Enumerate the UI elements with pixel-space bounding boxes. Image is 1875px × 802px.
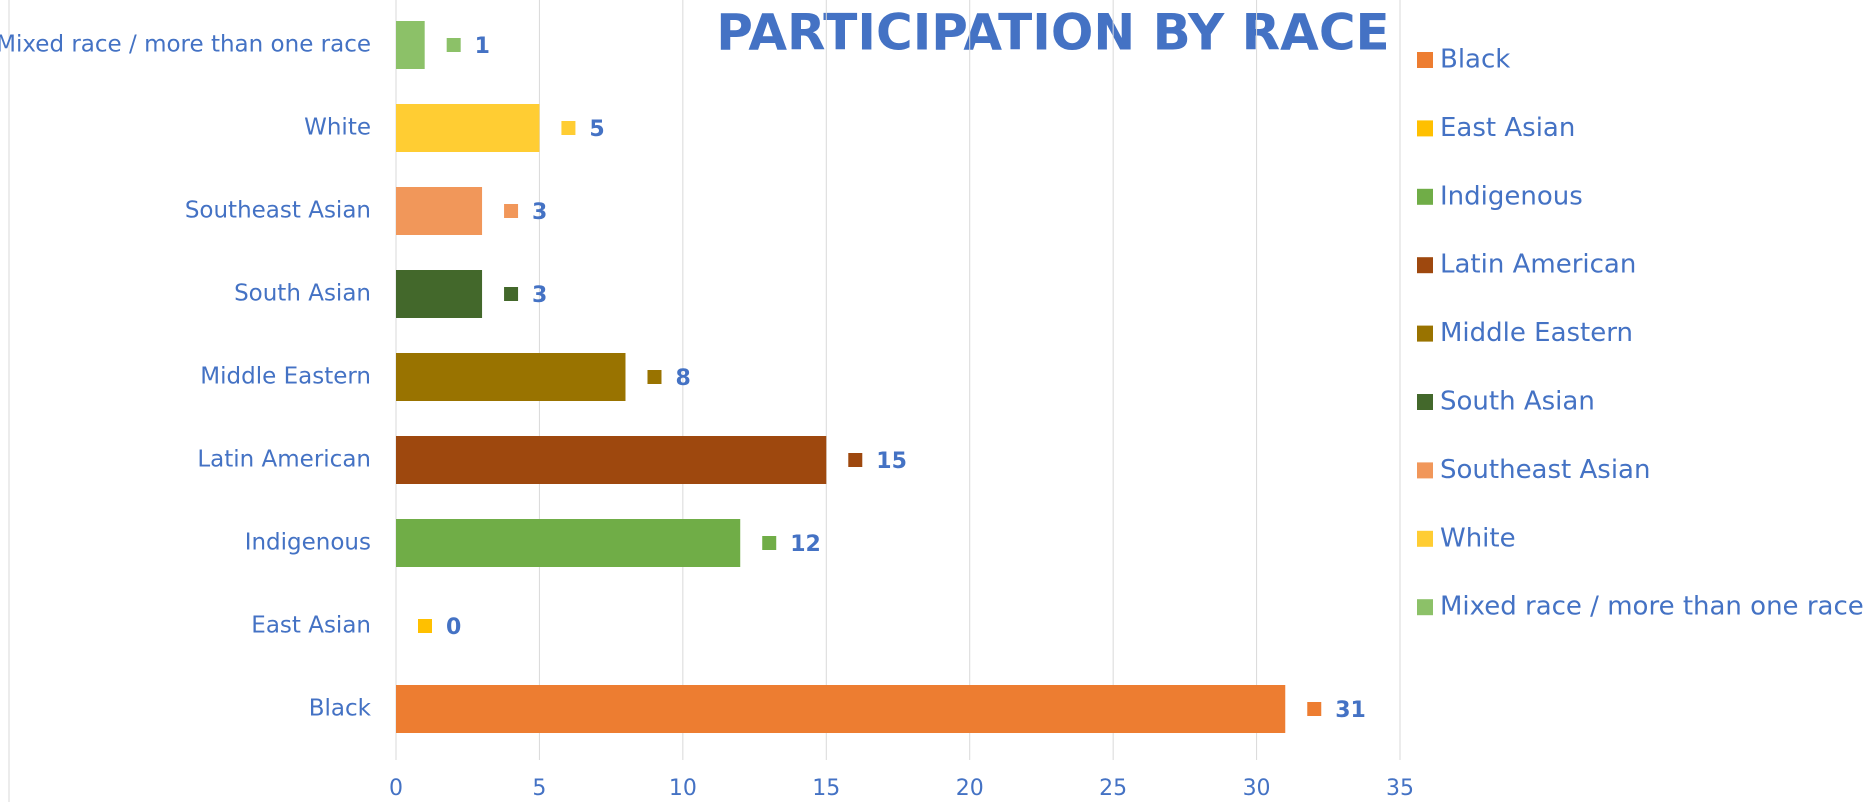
data-label: 3 bbox=[532, 283, 547, 308]
y-tick-label: White bbox=[304, 115, 371, 141]
data-label: 1 bbox=[475, 34, 490, 59]
x-tick-label: 15 bbox=[812, 776, 840, 801]
data-label-key bbox=[848, 453, 863, 467]
bar bbox=[396, 685, 1286, 733]
data-label-key bbox=[504, 287, 519, 301]
y-tick-label: Latin American bbox=[197, 447, 371, 473]
legend-swatch bbox=[1417, 599, 1433, 616]
data-label-key bbox=[561, 121, 576, 135]
bar bbox=[396, 353, 626, 401]
data-label: 3 bbox=[532, 200, 547, 225]
y-tick-label: Southeast Asian bbox=[185, 198, 371, 224]
bar bbox=[396, 270, 483, 318]
legend-swatch bbox=[1417, 325, 1433, 342]
legend-label: White bbox=[1440, 523, 1516, 553]
y-tick-label: East Asian bbox=[251, 613, 371, 639]
legend-label: Middle Eastern bbox=[1440, 318, 1633, 348]
data-label: 12 bbox=[790, 532, 821, 557]
y-tick-label: Indigenous bbox=[245, 530, 371, 556]
y-tick-label: Mixed race / more than one race bbox=[0, 32, 371, 58]
legend-label: Southeast Asian bbox=[1440, 455, 1650, 485]
legend-swatch bbox=[1417, 52, 1433, 68]
data-label: 31 bbox=[1335, 698, 1366, 723]
bar bbox=[396, 104, 540, 152]
legend-label: Indigenous bbox=[1440, 181, 1583, 211]
bar bbox=[396, 21, 425, 69]
data-label: 5 bbox=[589, 117, 604, 142]
data-label-key bbox=[446, 38, 461, 52]
legend-swatch bbox=[1417, 257, 1433, 274]
bar bbox=[396, 187, 483, 235]
x-tick-label: 5 bbox=[532, 776, 546, 801]
data-label-key bbox=[418, 619, 432, 633]
data-label-key bbox=[762, 536, 777, 550]
legend-swatch bbox=[1417, 462, 1433, 479]
chart-title: PARTICIPATION BY RACE bbox=[716, 4, 1389, 62]
x-tick-label: 0 bbox=[389, 776, 403, 801]
bar bbox=[396, 436, 827, 484]
data-label: 8 bbox=[675, 366, 690, 391]
y-tick-label: Middle Eastern bbox=[200, 364, 371, 390]
legend-label: South Asian bbox=[1440, 387, 1595, 417]
bar bbox=[396, 519, 741, 567]
x-tick-label: 30 bbox=[1243, 776, 1271, 801]
legend-swatch bbox=[1417, 530, 1433, 547]
data-label: 0 bbox=[446, 615, 461, 640]
x-tick-label: 25 bbox=[1099, 776, 1127, 801]
legend-swatch bbox=[1417, 188, 1433, 205]
y-tick-label: South Asian bbox=[234, 281, 371, 307]
legend-label: Mixed race / more than one race bbox=[1440, 592, 1864, 622]
x-tick-label: 10 bbox=[669, 776, 697, 801]
legend-swatch bbox=[1417, 120, 1433, 137]
data-label-key bbox=[1307, 702, 1322, 716]
x-tick-label: 20 bbox=[956, 776, 984, 801]
legend-label: Black bbox=[1440, 45, 1510, 75]
legend-label: Latin American bbox=[1440, 250, 1636, 280]
data-label-key bbox=[504, 204, 519, 218]
data-label-key bbox=[647, 370, 662, 384]
legend-swatch bbox=[1417, 394, 1433, 410]
legend-label: East Asian bbox=[1440, 113, 1575, 143]
data-label: 15 bbox=[876, 449, 907, 474]
x-tick-label: 35 bbox=[1386, 776, 1414, 801]
y-tick-label: Black bbox=[309, 696, 372, 722]
